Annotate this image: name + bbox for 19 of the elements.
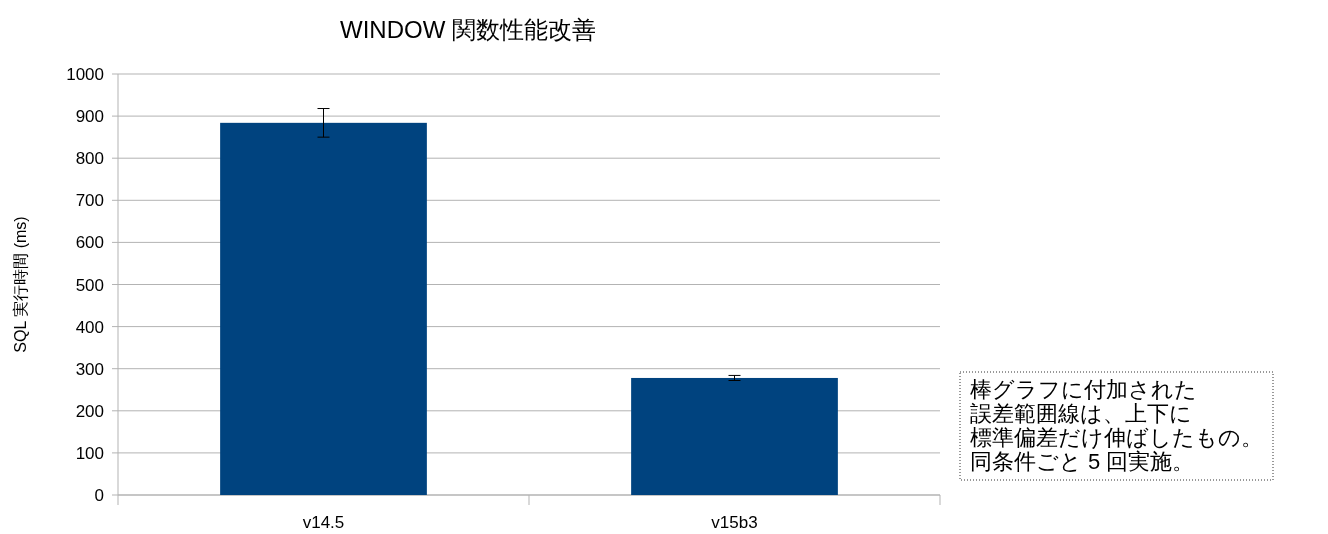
y-tick-label: 1000 xyxy=(66,65,104,84)
y-axis-title: SQL 実行時間 (ms) xyxy=(12,216,29,353)
y-tick-label: 900 xyxy=(75,107,104,127)
text: 標準偏差だけ伸ばしたもの。 xyxy=(970,425,1263,450)
y-tick-label: 200 xyxy=(75,401,104,421)
y-tick-label: 800 xyxy=(75,149,104,169)
y-tick-label: 100 xyxy=(75,443,104,463)
y-tick-label: 400 xyxy=(75,317,104,337)
y-tick-label: 600 xyxy=(75,233,104,253)
x-tick-label: v14.5 xyxy=(302,513,345,532)
x-tick-label: v15b3 xyxy=(711,513,758,532)
y-tick-label: 300 xyxy=(75,359,104,379)
text: 誤差範囲線は、上下に xyxy=(970,401,1192,426)
y-tick-label: 0 xyxy=(94,486,104,505)
y-tick-label: 700 xyxy=(75,191,104,211)
text: 同条件ごと 5 回実施。 xyxy=(970,449,1195,474)
y-tick-label: 500 xyxy=(75,275,104,295)
text: 棒グラフに付加された xyxy=(970,377,1197,402)
chart-title: WINDOW 関数性能改善 xyxy=(340,16,596,43)
